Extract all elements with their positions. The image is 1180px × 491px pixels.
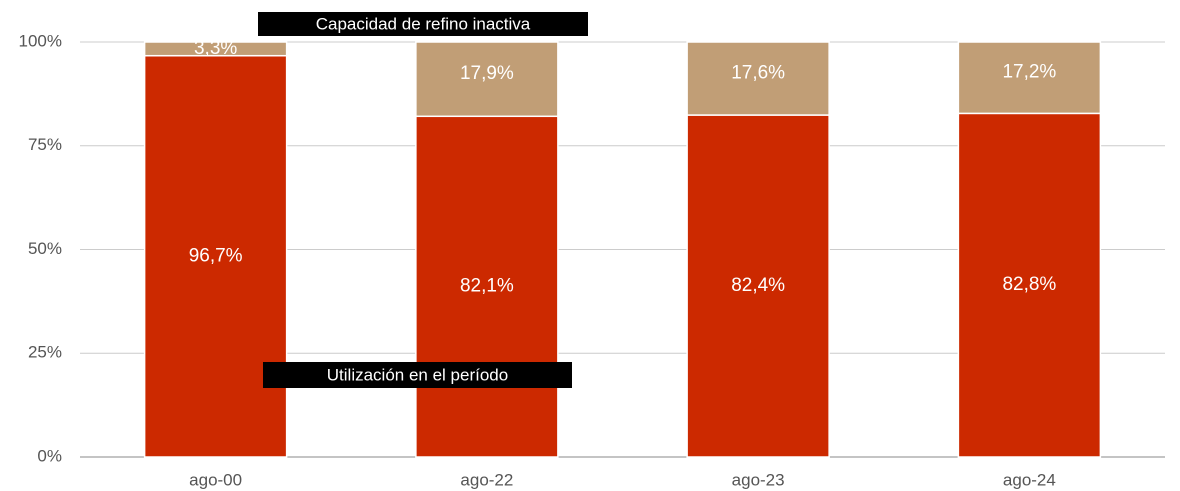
legend-label: Capacidad de refino inactiva <box>316 14 531 33</box>
bar-segment <box>143 54 288 458</box>
legend-box <box>263 362 572 388</box>
y-tick-label: 50% <box>28 239 62 258</box>
y-tick-label: 100% <box>19 31 62 50</box>
bar-segment <box>415 41 559 118</box>
x-tick-label: ago-22 <box>460 470 513 489</box>
legend-label: Utilización en el período <box>327 365 508 384</box>
data-label: 17,2% <box>1002 62 1056 83</box>
y-tick-label: 25% <box>28 343 62 362</box>
bar-segment <box>143 41 288 57</box>
legend-box <box>258 12 588 36</box>
data-label: 96,7% <box>189 245 243 266</box>
data-label: 82,8% <box>1002 274 1056 295</box>
bar-segment <box>957 112 1102 458</box>
bar-segment <box>686 114 830 458</box>
y-tick-label: 0% <box>37 446 62 465</box>
x-tick-label: ago-00 <box>189 470 242 489</box>
y-tick-label: 75% <box>28 135 62 154</box>
data-label: 82,1% <box>460 276 514 297</box>
bar-segment <box>957 41 1102 115</box>
data-label: 82,4% <box>731 275 785 296</box>
bar-segment <box>415 115 559 458</box>
x-tick-label: ago-23 <box>732 470 785 489</box>
x-tick-label: ago-24 <box>1003 470 1056 489</box>
data-label: 17,9% <box>460 63 514 84</box>
data-label: 17,6% <box>731 63 785 84</box>
data-label: 3,3% <box>194 38 237 59</box>
bar-segment <box>686 41 830 116</box>
